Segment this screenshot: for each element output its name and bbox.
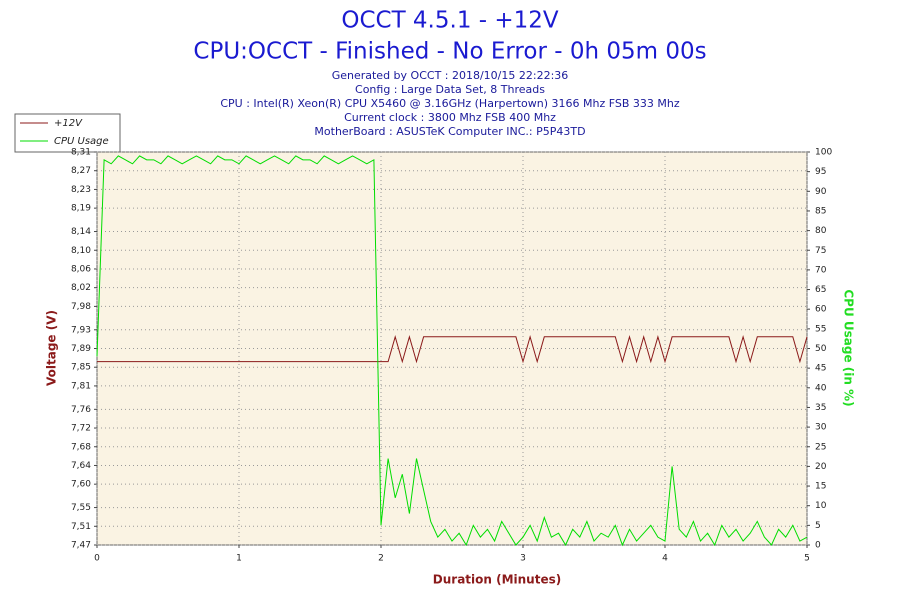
- y2-tick-label: 5: [815, 521, 821, 531]
- y-tick-label: 8,27: [71, 166, 91, 176]
- y-tick-label: 7,68: [71, 442, 91, 452]
- y-tick-label: 7,64: [71, 461, 91, 471]
- y-tick-label: 7,60: [71, 480, 91, 490]
- info-line: Current clock : 3800 Mhz FSB 400 Mhz: [344, 111, 556, 124]
- y2-tick-label: 15: [815, 482, 826, 492]
- x-tick-label: 5: [804, 554, 810, 564]
- y-tick-label: 8,10: [71, 246, 91, 256]
- y2-tick-label: 0: [815, 541, 821, 551]
- y2-tick-label: 80: [815, 226, 827, 236]
- x-tick-label: 2: [378, 554, 384, 564]
- y-tick-label: 8,23: [71, 185, 91, 195]
- y2-tick-label: 60: [815, 305, 827, 315]
- y-tick-label: 8,19: [71, 204, 91, 214]
- y-tick-label: 7,81: [71, 381, 91, 391]
- y-tick-label: 7,89: [71, 344, 91, 354]
- legend: [14, 113, 121, 153]
- legend-label: CPU Usage: [54, 136, 109, 147]
- y2-tick-label: 55: [815, 324, 826, 334]
- chart-title: OCCT 4.5.1 - +12V: [341, 8, 559, 34]
- y-tick-label: 7,47: [71, 541, 91, 551]
- info-line: Generated by OCCT : 2018/10/15 22:22:36: [332, 69, 569, 82]
- y-tick-label: 8,06: [71, 264, 91, 274]
- y2-tick-label: 35: [815, 403, 826, 413]
- y2-tick-label: 10: [815, 501, 827, 511]
- y2-tick-label: 85: [815, 206, 826, 216]
- y2-axis-label: CPU Usage (in %): [842, 289, 856, 406]
- y-tick-label: 7,51: [71, 522, 91, 532]
- plot-area: [96, 151, 808, 546]
- y2-tick-label: 20: [815, 462, 827, 472]
- y2-tick-label: 25: [815, 442, 826, 452]
- info-line: CPU : Intel(R) Xeon(R) CPU X5460 @ 3.16G…: [220, 97, 680, 110]
- y-tick-label: 7,72: [71, 424, 91, 434]
- chart-subtitle: CPU:OCCT - Finished - No Error - 0h 05m …: [193, 39, 706, 65]
- y2-tick-label: 75: [815, 246, 826, 256]
- series-line: [97, 334, 808, 364]
- x-axis-label: Duration (Minutes): [433, 573, 561, 587]
- y-tick-label: 8,31: [71, 148, 91, 158]
- y2-tick-label: 70: [815, 265, 827, 275]
- y2-tick-label: 65: [815, 285, 826, 295]
- y-tick-label: 7,98: [71, 302, 91, 312]
- y-tick-label: 7,55: [71, 503, 91, 513]
- y2-tick-label: 40: [815, 383, 827, 393]
- y2-tick-label: 100: [815, 148, 832, 158]
- y-axis-label: Voltage (V): [45, 310, 59, 386]
- y2-tick-label: 50: [815, 344, 827, 354]
- series-line: [96, 155, 808, 547]
- info-line: Config : Large Data Set, 8 Threads: [355, 83, 545, 96]
- y2-tick-label: 45: [815, 364, 826, 374]
- y2-tick-label: 95: [815, 167, 826, 177]
- legend-label: +12V: [54, 118, 83, 129]
- y-tick-label: 7,76: [71, 405, 91, 415]
- x-tick-label: 1: [236, 554, 242, 564]
- x-tick-label: 4: [662, 554, 668, 564]
- y-tick-label: 8,14: [71, 227, 91, 237]
- y-tick-label: 8,02: [71, 283, 91, 293]
- info-line: MotherBoard : ASUSTeK Computer INC.: P5P…: [314, 125, 585, 138]
- x-tick-label: 3: [520, 554, 526, 564]
- y-tick-label: 7,93: [71, 325, 91, 335]
- y2-tick-label: 90: [815, 187, 827, 197]
- x-tick-label: 0: [94, 554, 100, 564]
- y-tick-label: 7,85: [71, 363, 91, 373]
- y2-tick-label: 30: [815, 423, 827, 433]
